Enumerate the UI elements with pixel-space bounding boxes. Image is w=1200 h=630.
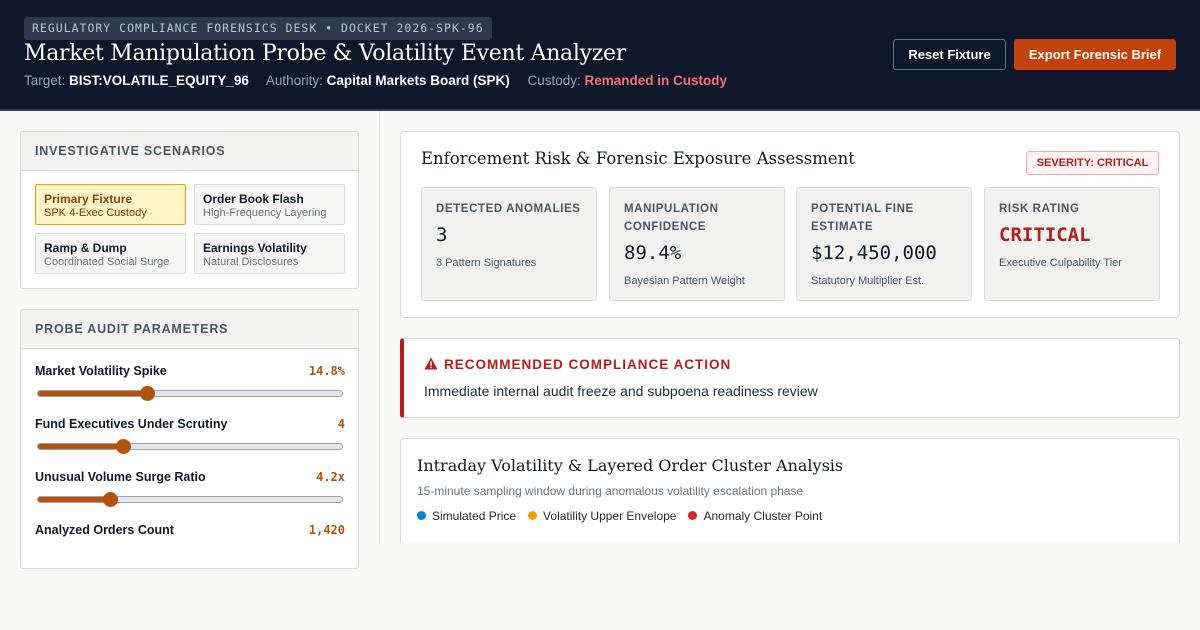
- alert-heading-text: RECOMMENDED COMPLIANCE ACTION: [444, 357, 732, 372]
- scenarios-heading: INVESTIGATIVE SCENARIOS: [21, 132, 358, 171]
- scenario-subtitle: High-Frequency Layering: [203, 207, 327, 219]
- scenario-title: Ramp & Dump: [44, 241, 127, 255]
- volatility-chart-card: Intraday Volatility & Layered Order Clus…: [400, 438, 1180, 543]
- slider-fill: [38, 391, 148, 396]
- metric-subtext: Statutory Multiplier Est.: [811, 275, 925, 287]
- legend-label: Anomaly Cluster Point: [703, 509, 823, 523]
- scenario-primary-fixture[interactable]: Primary Fixture SPK 4-Exec Custody: [35, 184, 186, 225]
- param-2: Unusual Volume Surge Ratio 4.2x: [35, 470, 345, 510]
- legend-dot-icon: [528, 511, 538, 520]
- slider-handle[interactable]: [140, 386, 156, 401]
- app-header: REGULATORY COMPLIANCE FORENSICS DESK • D…: [0, 0, 1200, 111]
- metric-manipulation-confidence: MANIPULATION CONFIDENCE 89.4% Bayesian P…: [609, 187, 785, 301]
- param-value: 1,420: [308, 523, 345, 537]
- scenario-title: Primary Fixture: [44, 192, 133, 206]
- left-sidebar: INVESTIGATIVE SCENARIOS Primary Fixture …: [0, 111, 380, 569]
- target-label: Target:: [24, 73, 66, 88]
- legend-dot-icon: [417, 511, 426, 520]
- metric-value: 89.4%: [624, 242, 682, 264]
- legend-item: Volatility Upper Envelope: [528, 509, 676, 523]
- warning-icon: [424, 357, 438, 370]
- slider-track[interactable]: [37, 390, 343, 397]
- parameters-panel: PROBE AUDIT PARAMETERS Market Volatility…: [20, 309, 359, 569]
- custody-value: Remanded in Custody: [584, 73, 728, 88]
- chart-title: Intraday Volatility & Layered Order Clus…: [417, 456, 844, 475]
- slider-fill: [38, 497, 111, 502]
- severity-badge: SEVERITY: CRITICAL: [1026, 151, 1159, 175]
- legend-item: Anomaly Cluster Point: [688, 509, 822, 523]
- scenario-title: Order Book Flash: [203, 192, 304, 206]
- slider-handle[interactable]: [115, 439, 131, 454]
- scenario-ramp-dump[interactable]: Ramp & Dump Coordinated Social Surge: [35, 233, 186, 274]
- metric-potential-fine: POTENTIAL FINE ESTIMATE $12,450,000 Stat…: [796, 187, 972, 301]
- param-label: Analyzed Orders Count: [35, 523, 174, 537]
- custody-label: Custody:: [527, 73, 581, 88]
- param-0: Market Volatility Spike 14.8%: [35, 364, 345, 404]
- case-meta: Target: BIST:VOLATILE_EQUITY_96 Authorit…: [24, 73, 741, 88]
- scenario-subtitle: SPK 4-Exec Custody: [44, 207, 147, 219]
- metric-label: DETECTED ANOMALIES: [436, 203, 581, 215]
- slider-fill: [38, 444, 124, 449]
- param-1: Fund Executives Under Scrutiny 4: [35, 417, 345, 457]
- chart-subtitle: 15-minute sampling window during anomalo…: [417, 484, 804, 498]
- metric-detected-anomalies: DETECTED ANOMALIES 3 3 Pattern Signature…: [421, 187, 597, 301]
- authority-value: Capital Markets Board (SPK): [326, 73, 510, 88]
- metric-value: CRITICAL: [999, 224, 1091, 246]
- compliance-action-alert: RECOMMENDED COMPLIANCE ACTION Immediate …: [400, 338, 1180, 418]
- param-label: Fund Executives Under Scrutiny: [35, 417, 228, 431]
- legend-label: Volatility Upper Envelope: [543, 509, 677, 523]
- param-value: 14.8%: [308, 364, 345, 378]
- metric-subtext: 3 Pattern Signatures: [436, 257, 537, 269]
- legend-dot-icon: [688, 511, 698, 520]
- metric-label: RISK RATING: [999, 203, 1080, 215]
- page-title: Market Manipulation Probe & Volatility E…: [24, 41, 626, 66]
- chart-legend: Simulated Price Volatility Upper Envelope…: [417, 509, 834, 523]
- metric-label: MANIPULATION CONFIDENCE: [624, 203, 719, 233]
- scenarios-panel: INVESTIGATIVE SCENARIOS Primary Fixture …: [20, 131, 359, 289]
- scenario-earnings-volatility[interactable]: Earnings Volatility Natural Disclosures: [194, 233, 345, 274]
- metric-subtext: Bayesian Pattern Weight: [624, 275, 745, 287]
- assessment-card: Enforcement Risk & Forensic Exposure Ass…: [400, 131, 1180, 318]
- reset-fixture-button[interactable]: Reset Fixture: [893, 39, 1006, 70]
- alert-heading: RECOMMENDED COMPLIANCE ACTION: [424, 357, 731, 372]
- scenario-order-book-flash[interactable]: Order Book Flash High-Frequency Layering: [194, 184, 345, 225]
- alert-body: Immediate internal audit freeze and subp…: [424, 383, 818, 399]
- param-3: Analyzed Orders Count 1,420: [35, 523, 345, 563]
- export-forensic-brief-button[interactable]: Export Forensic Brief: [1014, 39, 1176, 70]
- docket-badge: REGULATORY COMPLIANCE FORENSICS DESK • D…: [24, 17, 492, 40]
- param-value: 4.2x: [316, 470, 345, 484]
- slider-handle[interactable]: [103, 492, 119, 507]
- slider-track[interactable]: [37, 443, 343, 450]
- param-label: Unusual Volume Surge Ratio: [35, 470, 206, 484]
- authority-label: Authority:: [265, 73, 323, 88]
- metric-risk-rating: RISK RATING CRITICAL Executive Culpabili…: [984, 187, 1160, 301]
- scenario-subtitle: Coordinated Social Surge: [44, 256, 170, 268]
- parameters-heading: PROBE AUDIT PARAMETERS: [21, 310, 358, 349]
- target-value: BIST:VOLATILE_EQUITY_96: [69, 73, 249, 88]
- metric-label: POTENTIAL FINE ESTIMATE: [811, 203, 914, 233]
- param-value: 4: [337, 417, 345, 431]
- legend-label: Simulated Price: [432, 509, 517, 523]
- legend-item: Simulated Price: [417, 509, 516, 523]
- scenario-subtitle: Natural Disclosures: [203, 256, 299, 268]
- metric-value: 3: [436, 224, 448, 246]
- param-label: Market Volatility Spike: [35, 364, 167, 378]
- metric-value: $12,450,000: [811, 242, 937, 264]
- assessment-title: Enforcement Risk & Forensic Exposure Ass…: [421, 149, 855, 168]
- slider-track[interactable]: [37, 496, 343, 503]
- scenario-title: Earnings Volatility: [203, 241, 307, 255]
- metric-subtext: Executive Culpability Tier: [999, 257, 1122, 269]
